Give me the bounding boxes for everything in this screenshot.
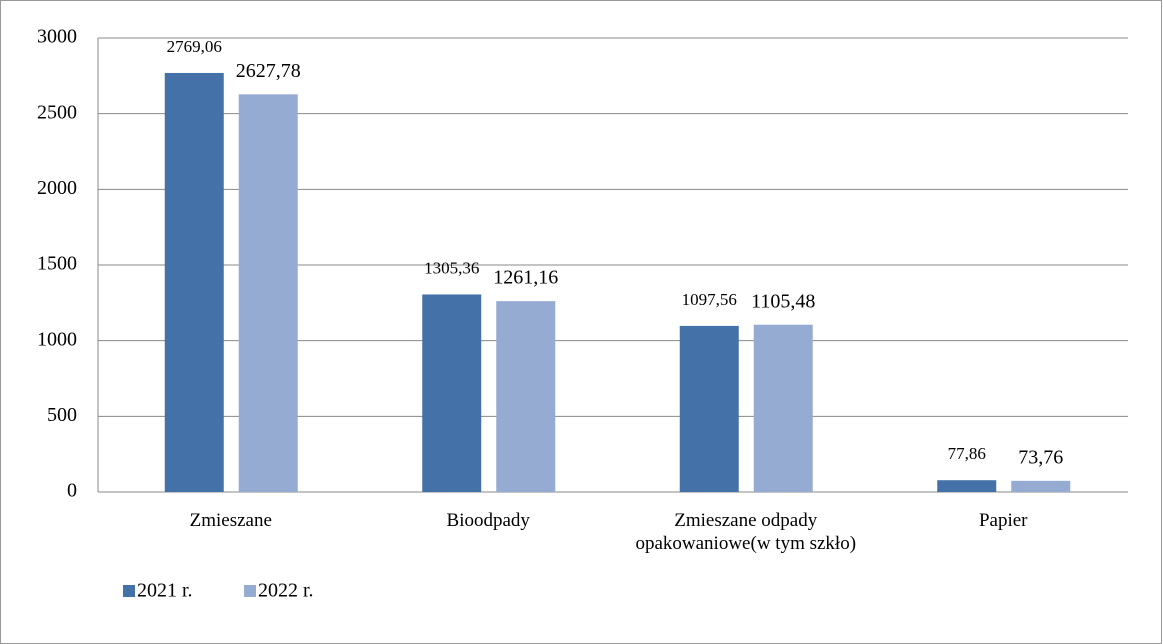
bar — [422, 294, 482, 492]
data-label: 1261,16 — [493, 267, 558, 289]
data-label: 1097,56 — [682, 290, 737, 309]
legend-label: 2021 r. — [137, 580, 193, 602]
x-tick-label: Papier — [978, 510, 1028, 531]
y-tick-label: 1500 — [37, 253, 77, 275]
bar — [164, 72, 224, 493]
bar — [238, 94, 298, 493]
data-label: 77,86 — [948, 444, 986, 463]
data-label: 73,76 — [1018, 446, 1063, 468]
data-label: 1105,48 — [751, 290, 815, 312]
y-tick-label: 3000 — [37, 26, 77, 48]
data-label: 2769,06 — [167, 37, 222, 56]
y-tick-label: 2500 — [37, 101, 77, 123]
x-tick-label: Zmieszane odpady opakowaniowe(w tym szkł… — [635, 510, 857, 554]
x-tick-label: Bioodpady — [446, 510, 530, 531]
bar — [679, 325, 739, 492]
legend-label: 2022 r. — [258, 580, 314, 602]
bar — [496, 301, 556, 492]
legend-swatch — [123, 585, 135, 597]
x-tick-label: Zmieszane — [189, 510, 272, 531]
y-tick-label: 2000 — [37, 177, 77, 199]
data-label: 2627,78 — [236, 60, 301, 82]
y-tick-label: 500 — [47, 404, 77, 426]
y-tick-label: 0 — [67, 480, 77, 502]
bar — [937, 480, 997, 492]
bar — [753, 324, 813, 492]
bar — [1011, 480, 1071, 492]
y-tick-label: 1000 — [37, 328, 77, 350]
data-label: 1305,36 — [424, 258, 479, 277]
legend-swatch — [244, 585, 256, 597]
